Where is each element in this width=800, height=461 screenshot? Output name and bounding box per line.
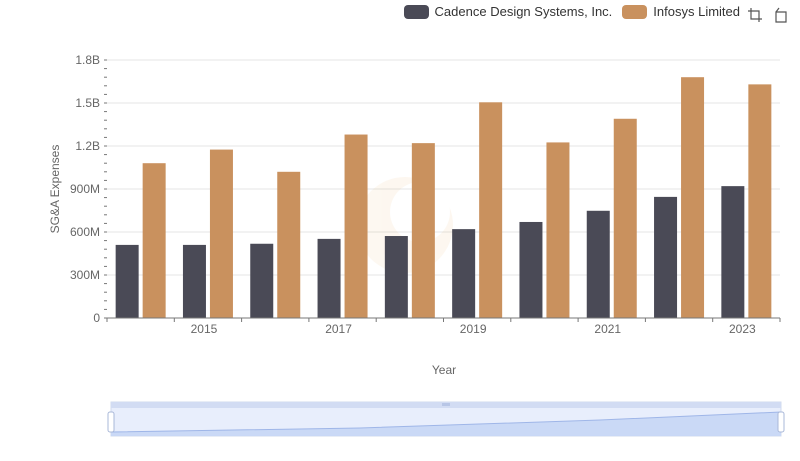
zoom-icon[interactable]: [746, 6, 764, 24]
bar-infosys-2014: [142, 163, 166, 318]
bar-infosys-2023: [748, 84, 772, 318]
bar-infosys-2015: [209, 149, 233, 318]
y-tick-label: 1.2B: [75, 139, 100, 153]
bar-cadence-2017: [317, 238, 341, 318]
bar-infosys-2022: [681, 77, 705, 318]
bar-cadence-2020: [519, 221, 543, 318]
bar-cadence-2018: [384, 236, 408, 318]
x-tick-label: 2021: [594, 322, 621, 336]
x-axis: 2015 2017 2019 2021 2023: [106, 317, 781, 336]
bar-infosys-2017: [344, 134, 368, 318]
bar-infosys-2021: [613, 118, 637, 319]
bar-cadence-2023: [721, 186, 745, 318]
x-tick-label: 2019: [460, 322, 487, 336]
y-tick-label: 300M: [70, 268, 100, 282]
legend-label-cadence: Cadence Design Systems, Inc.: [434, 4, 613, 19]
y-tick-label: 1.8B: [75, 53, 100, 67]
legend-item-infosys[interactable]: Infosys Limited: [622, 4, 740, 19]
y-axis: 0 300M 600M 900M 1.2B 1.5B 1.8B: [70, 53, 107, 325]
bar-infosys-2020: [546, 142, 570, 318]
x-tick-label: 2023: [729, 322, 756, 336]
legend-swatch-infosys: [622, 4, 648, 19]
bar-cadence-2022: [654, 196, 678, 318]
y-tick-label: 600M: [70, 225, 100, 239]
legend-item-cadence[interactable]: Cadence Design Systems, Inc.: [403, 4, 613, 19]
bars: [115, 77, 772, 319]
zoom-preview-area: [111, 412, 781, 436]
x-tick-label: 2015: [191, 322, 218, 336]
legend-label-infosys: Infosys Limited: [653, 4, 740, 19]
zoom-drag-grip[interactable]: [442, 403, 450, 406]
x-axis-label: Year: [432, 363, 456, 377]
y-axis-label: SG&A Expenses: [48, 145, 62, 234]
bar-cadence-2015: [182, 244, 206, 318]
bar-cadence-2021: [586, 210, 610, 318]
grid-lines: [107, 59, 780, 319]
x-tick-label: 2017: [325, 322, 352, 336]
bar-infosys-2019: [479, 102, 503, 319]
restore-icon[interactable]: [772, 6, 790, 24]
zoom-handle-left[interactable]: [107, 411, 115, 433]
bar-infosys-2016: [277, 171, 301, 318]
bar-infosys-2018: [411, 143, 435, 318]
zoom-preview-line: [110, 411, 782, 433]
bar-cadence-2016: [250, 243, 274, 318]
data-zoom-slider[interactable]: [107, 401, 785, 437]
y-tick-label: 1.5B: [75, 96, 100, 110]
y-tick-label: 0: [93, 311, 100, 325]
zoom-handle-right[interactable]: [777, 411, 785, 433]
legend: Cadence Design Systems, Inc. Infosys Lim…: [403, 4, 740, 19]
y-tick-label: 900M: [70, 182, 100, 196]
bar-cadence-2019: [452, 229, 476, 318]
bar-cadence-2014: [115, 244, 139, 318]
legend-swatch-cadence: [403, 4, 429, 19]
